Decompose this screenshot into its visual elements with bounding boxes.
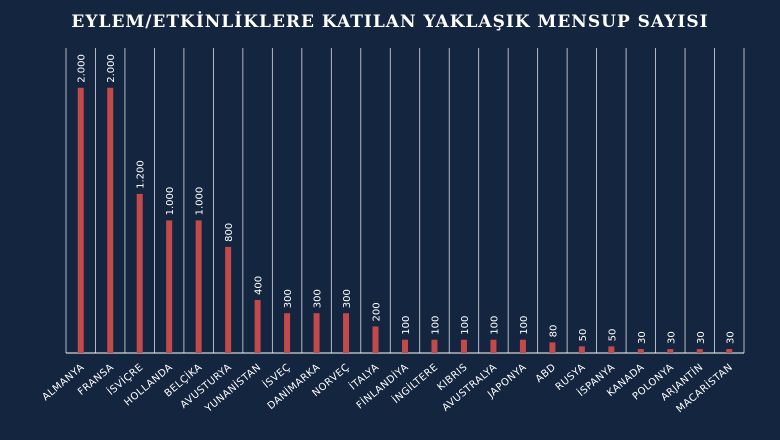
value-label-1: 2.000 xyxy=(106,54,117,83)
value-label-22: 30 xyxy=(725,331,736,344)
value-label-19: 30 xyxy=(637,331,648,344)
bar-9 xyxy=(343,313,350,353)
bar-12 xyxy=(431,339,438,353)
bar-18 xyxy=(608,346,615,353)
bar-1 xyxy=(107,87,114,354)
value-label-12: 100 xyxy=(430,316,441,335)
value-label-20: 30 xyxy=(666,331,677,344)
chart-title: EYLEM/ETKİNLİKLERE KATILAN YAKLAŞIK MENS… xyxy=(71,12,709,32)
value-label-10: 200 xyxy=(372,302,383,321)
value-label-16: 80 xyxy=(548,325,559,338)
bar-15 xyxy=(519,339,526,353)
bar-13 xyxy=(460,339,467,353)
value-label-21: 30 xyxy=(696,331,707,344)
value-label-11: 100 xyxy=(401,316,412,335)
value-label-8: 300 xyxy=(313,289,324,308)
category-label-16: ABD xyxy=(534,362,559,385)
bar-2 xyxy=(136,193,143,353)
value-label-6: 400 xyxy=(254,276,265,295)
value-label-5: 800 xyxy=(224,223,235,242)
value-label-0: 2.000 xyxy=(77,54,88,83)
bar-6 xyxy=(254,299,261,353)
bar-19 xyxy=(637,349,644,353)
bar-8 xyxy=(313,313,320,353)
value-label-14: 100 xyxy=(489,316,500,335)
bar-0 xyxy=(77,87,84,354)
value-label-3: 1.000 xyxy=(165,187,176,216)
value-label-17: 50 xyxy=(578,329,589,342)
value-label-18: 50 xyxy=(607,329,618,342)
bar-7 xyxy=(284,313,291,353)
bar-17 xyxy=(578,346,585,353)
bar-22 xyxy=(726,349,733,353)
bar-3 xyxy=(166,220,173,353)
category-label-0: ALMANYA xyxy=(40,362,86,403)
value-label-7: 300 xyxy=(283,289,294,308)
value-label-13: 100 xyxy=(460,316,471,335)
bar-20 xyxy=(667,349,674,353)
bar-4 xyxy=(195,220,202,353)
value-label-15: 100 xyxy=(519,316,530,335)
bar-16 xyxy=(549,342,556,353)
bar-21 xyxy=(696,349,703,353)
bar-5 xyxy=(225,246,232,353)
bar-10 xyxy=(372,326,379,353)
value-label-9: 300 xyxy=(342,289,353,308)
bar-14 xyxy=(490,339,497,353)
value-label-2: 1.200 xyxy=(136,160,147,189)
bar-11 xyxy=(402,339,408,353)
value-label-4: 1.000 xyxy=(195,187,206,216)
